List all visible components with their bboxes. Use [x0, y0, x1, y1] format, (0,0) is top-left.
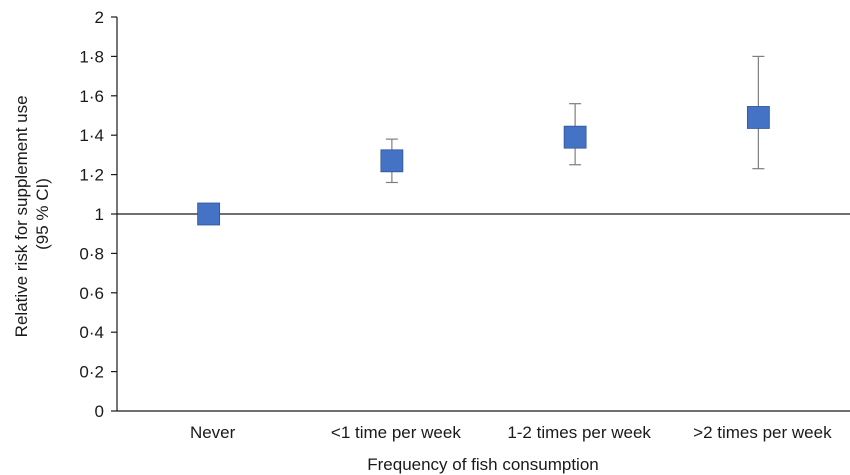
y-tick-label: 1	[95, 205, 104, 224]
y-tick-label: 1·6	[79, 87, 104, 106]
data-point-marker	[197, 202, 221, 226]
x-axis: Never <1 time per week 1-2 times per week >…	[117, 410, 850, 442]
y-tick-label: 0·6	[79, 284, 104, 303]
x-category-label: Never	[190, 423, 236, 442]
data-series	[197, 55, 770, 226]
data-point-marker	[380, 149, 404, 173]
y-axis-title-line-2: (95 % CI)	[33, 178, 52, 250]
y-axis: 0 0·2 0·4 0·6 0·8 1 1·2 1·4 1·6 1·8 2	[79, 8, 118, 421]
data-point-marker	[746, 106, 770, 129]
x-category-label: <1 time per week	[331, 423, 461, 442]
y-tick-label: 1·2	[79, 166, 104, 185]
y-tick-label: 0·8	[79, 244, 104, 263]
y-axis-title: Relative risk for supplement use (95 % C…	[12, 91, 52, 338]
y-tick-label: 1·4	[79, 126, 104, 145]
y-axis-title-line-1: Relative risk for supplement use	[12, 95, 31, 337]
x-axis-title: Frequency of fish consumption	[367, 455, 599, 474]
y-tick-label: 1·8	[79, 47, 104, 66]
y-tick-label: 0·2	[79, 363, 104, 382]
x-category-label: >2 times per week	[693, 423, 832, 442]
y-ticks: 0 0·2 0·4 0·6 0·8 1 1·2 1·4 1·6 1·8 2	[79, 8, 117, 421]
y-tick-label: 2	[95, 8, 104, 27]
x-category-label: 1-2 times per week	[507, 423, 651, 442]
y-tick-label: 0·4	[79, 323, 104, 342]
y-tick-label: 0	[95, 402, 104, 421]
data-point-marker	[563, 125, 587, 149]
x-category-labels: Never <1 time per week 1-2 times per week >…	[190, 423, 832, 442]
